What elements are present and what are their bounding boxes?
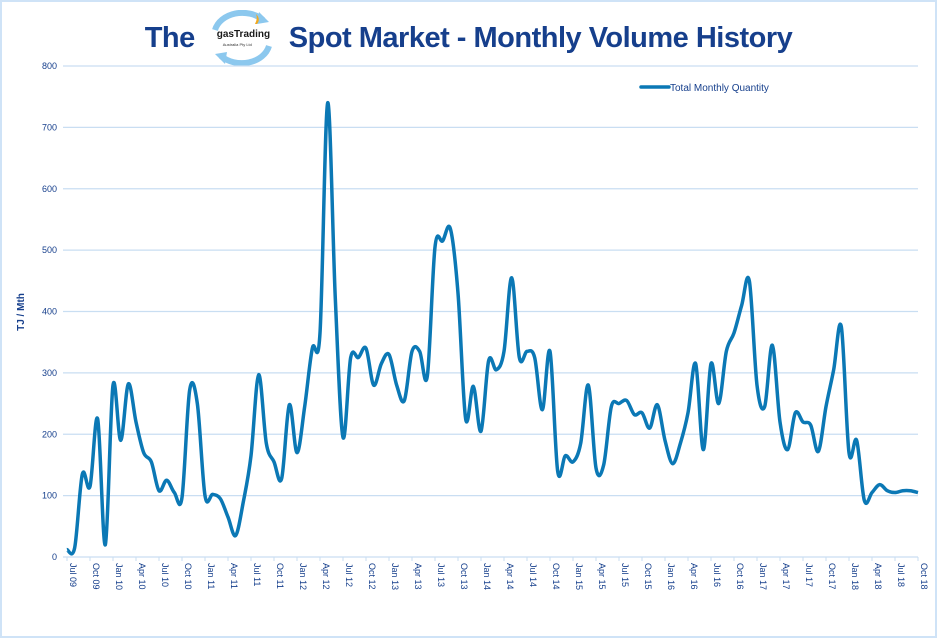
x-tick-label: Oct 18: [919, 563, 929, 590]
y-tick-label: 200: [42, 429, 57, 439]
y-tick-label: 800: [42, 61, 57, 71]
x-tick-label: Apr 14: [505, 563, 515, 590]
x-tick-label: Jan 13: [390, 563, 400, 590]
x-tick-label: Apr 12: [321, 563, 331, 590]
x-tick-label: Jan 15: [574, 563, 584, 590]
x-tick-label: Jan 12: [298, 563, 308, 590]
x-tick-label: Oct 15: [643, 563, 653, 590]
title-prefix: The: [144, 21, 196, 54]
x-tick-label: Apr 17: [781, 563, 791, 590]
chart-title: The gasTrading Australia Pty Ltd Spot Ma…: [0, 10, 937, 66]
x-tick-label: Oct 14: [551, 563, 561, 590]
x-tick-label: Jul 11: [252, 563, 262, 586]
x-tick-label: Jan 10: [114, 563, 124, 590]
x-tick-label: Apr 10: [137, 563, 147, 590]
x-tick-label: Apr 18: [873, 563, 883, 590]
series-group: [65, 101, 919, 556]
x-tick-label: Jan 14: [482, 563, 492, 590]
x-tick-label: Oct 09: [91, 563, 101, 590]
y-tick-label: 400: [42, 307, 57, 317]
x-tick-label: Oct 16: [735, 563, 745, 590]
x-tick-label: Jul 15: [620, 563, 630, 587]
x-tick-label: Apr 11: [229, 563, 239, 589]
x-tick-label: Jan 11: [206, 563, 216, 589]
title-suffix: Spot Market - Monthly Volume History: [288, 21, 793, 54]
x-tick-label: Oct 11: [275, 563, 285, 589]
x-tick-label: Oct 10: [183, 563, 193, 590]
y-tick-label: 600: [42, 184, 57, 194]
y-tick-label: 100: [42, 491, 57, 501]
x-tick-label: Oct 12: [367, 563, 377, 590]
legend: Total Monthly Quantity: [639, 83, 769, 94]
gridlines: [63, 65, 918, 558]
x-tick-label: Jul 16: [712, 563, 722, 587]
gastrading-logo: gasTrading Australia Pty Ltd: [203, 10, 281, 66]
y-tick-label: 700: [42, 122, 57, 132]
x-tick-label: Jul 13: [436, 563, 446, 587]
x-tick-label: Jan 17: [758, 563, 768, 590]
y-tick-label: 500: [42, 245, 57, 255]
x-tick-label: Jul 18: [896, 563, 906, 587]
y-axis-ticks: 0 100 200 300 400 500 600 700 800: [42, 61, 57, 562]
series-line-total-monthly-quantity: [65, 101, 919, 556]
x-tick-label: Jul 17: [804, 563, 814, 587]
x-tick-label: Jan 18: [850, 563, 860, 590]
logo-text: gasTrading: [216, 29, 271, 40]
x-tick-label: Jul 14: [528, 563, 538, 587]
x-tick-label: Jul 09: [68, 563, 78, 587]
logo-subtext: Australia Pty Ltd: [222, 42, 252, 47]
x-tick-label: Jul 12: [344, 563, 354, 587]
x-tick-label: Apr 15: [597, 563, 607, 590]
x-tick-label: Apr 13: [413, 563, 423, 590]
y-tick-label: 300: [42, 368, 57, 378]
x-tick-label: Jul 10: [160, 563, 170, 587]
y-tick-label: 0: [52, 552, 57, 562]
x-tick-label: Apr 16: [689, 563, 699, 590]
x-axis-ticks: Jul 09 Oct 09 Jan 10 Apr 10 Jul 10 Oct 10 Jan …: [66, 557, 929, 590]
x-tick-label: Oct 13: [459, 563, 469, 590]
x-tick-label: Jan 16: [666, 563, 676, 590]
y-axis-label: TJ / Mth: [16, 293, 27, 331]
legend-label: Total Monthly Quantity: [670, 83, 769, 94]
x-tick-label: Oct 17: [827, 563, 837, 590]
